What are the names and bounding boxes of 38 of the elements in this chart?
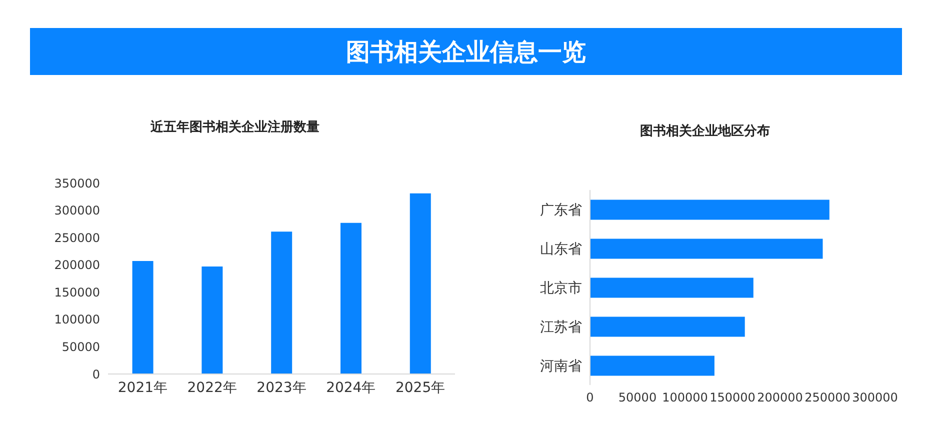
y-tick-label: 150000 [54, 285, 100, 300]
x-tick-label: 2025年 [395, 380, 446, 396]
y-tick-label: 山东省 [540, 241, 582, 258]
bar [590, 238, 823, 259]
y-tick-label: 河南省 [540, 358, 582, 374]
y-tick-label: 250000 [54, 230, 100, 245]
x-tick-label: 2021年 [118, 380, 168, 396]
bar [202, 266, 223, 374]
bar [340, 222, 362, 374]
x-tick-label: 50000 [618, 390, 657, 405]
y-tick-label: 北京市 [540, 280, 582, 296]
chart-title: 图书相关企业地区分布 [639, 122, 771, 141]
y-tick-label: 江苏省 [540, 319, 582, 336]
y-tick-label: 100000 [54, 312, 100, 327]
x-tick-label: 2023年 [256, 380, 306, 396]
x-tick-label: 250000 [804, 390, 850, 405]
chart-title: 近五年图书相关企业注册数量 [150, 118, 320, 137]
bar [590, 200, 830, 220]
bar [271, 232, 292, 374]
y-tick-label: 0 [92, 367, 100, 382]
bar [590, 278, 754, 298]
bar [590, 356, 714, 376]
y-tick-label: 50000 [62, 340, 100, 354]
y-tick-label: 300000 [54, 204, 100, 218]
bar [410, 193, 431, 374]
x-tick-label: 0 [586, 390, 594, 405]
x-tick-label: 100000 [662, 390, 708, 405]
x-tick-label: 200000 [757, 390, 803, 405]
bar [590, 316, 745, 337]
y-tick-label: 200000 [54, 258, 100, 272]
y-tick-label: 广东省 [540, 202, 582, 218]
x-tick-label: 2024年 [326, 380, 376, 396]
text: 图书相关企业信息一览 [30, 28, 902, 75]
y-tick-label: 350000 [54, 176, 100, 190]
bar [132, 261, 154, 374]
x-tick-label: 150000 [710, 390, 756, 405]
x-tick-label: 300000 [852, 390, 898, 405]
x-tick-label: 2022年 [187, 380, 237, 396]
